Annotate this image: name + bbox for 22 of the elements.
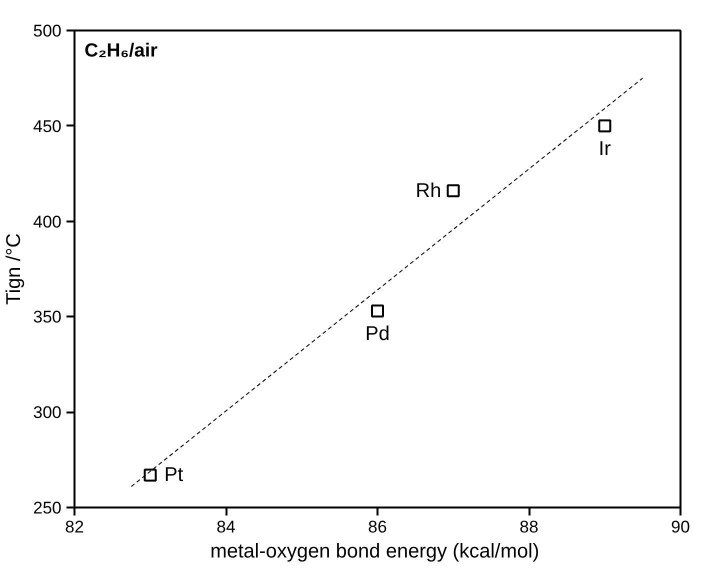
x-tick-label: 86 — [368, 518, 387, 536]
annotation: Rh — [416, 180, 442, 202]
point — [446, 184, 460, 198]
x-tick-label: 88 — [520, 518, 538, 536]
y-tick-label: 350 — [33, 308, 62, 327]
point — [371, 304, 384, 318]
point — [144, 468, 157, 482]
y-tick-label: 450 — [33, 116, 62, 136]
y-tick-label: 400 — [33, 212, 62, 232]
x-tick-label: 90 — [671, 518, 690, 536]
y-axis-title: Tign /°C — [3, 233, 26, 305]
annotation: Ir — [598, 138, 612, 160]
annotation: Pt — [164, 464, 184, 486]
y-tick-label: 500 — [33, 22, 62, 40]
y-tick-label: 250 — [33, 498, 62, 518]
annotation: Pd — [365, 322, 390, 345]
y-tick-label: 300 — [33, 403, 62, 422]
x-axis-title: metal-oxygen bond energy (kcal/mol) — [210, 540, 540, 562]
x-tick-label: 84 — [216, 518, 236, 536]
point — [598, 119, 612, 132]
annotation: C₂H₆/air — [84, 40, 158, 62]
x-tick-label: 82 — [65, 518, 84, 536]
